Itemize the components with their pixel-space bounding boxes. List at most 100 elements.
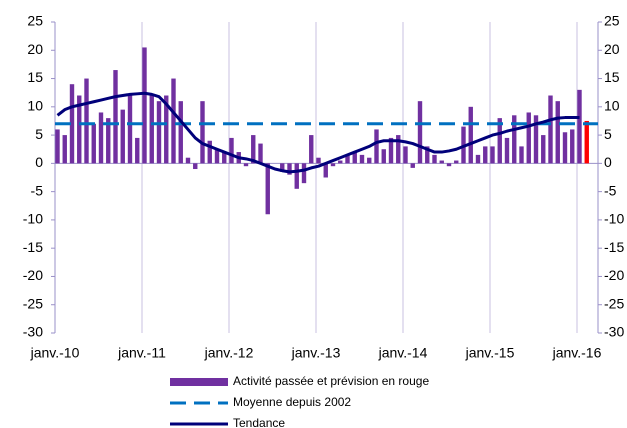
- bar: [446, 163, 452, 167]
- bar: [374, 129, 379, 164]
- y-tick-label: 25: [27, 13, 43, 29]
- bar: [359, 154, 365, 164]
- y-tick-label: -10: [23, 211, 43, 227]
- bar: [120, 109, 125, 164]
- bar: [519, 146, 524, 164]
- y2-tick-label: -30: [604, 324, 624, 340]
- bar: [330, 163, 336, 167]
- bar: [562, 132, 568, 164]
- y2-tick-label: -15: [604, 239, 624, 255]
- bar: [113, 70, 118, 164]
- bar: [214, 149, 220, 164]
- bar: [425, 146, 430, 164]
- bar: [533, 115, 539, 164]
- bar: [207, 140, 212, 164]
- x-tick-label: janv.-10: [30, 345, 80, 361]
- bar: [127, 95, 133, 164]
- bar: [439, 160, 444, 164]
- bar: [222, 152, 227, 164]
- bar: [243, 163, 249, 167]
- bar: [77, 95, 82, 164]
- x-tick-label: janv.-16: [552, 345, 602, 361]
- bar: [164, 95, 169, 164]
- bar: [338, 160, 343, 164]
- trend-line: [56, 91, 580, 174]
- y-tick-label: -5: [31, 182, 44, 198]
- y2-tick-label: 20: [604, 41, 620, 57]
- bar: [367, 157, 372, 164]
- x-tick-label: janv.-14: [378, 345, 428, 361]
- bar: [468, 106, 473, 164]
- bar: [91, 123, 96, 164]
- legend-label: Tendance: [233, 416, 285, 428]
- bar: [512, 115, 517, 164]
- y2-tick-label: -10: [604, 211, 624, 227]
- y-tick-label: -30: [23, 324, 43, 340]
- bar: [142, 47, 147, 164]
- bar: [548, 95, 553, 164]
- bar: [193, 163, 198, 170]
- bar: [345, 154, 350, 164]
- bar: [62, 135, 67, 164]
- y-tick-label: 0: [35, 154, 43, 170]
- y2-tick-label: -5: [604, 182, 617, 198]
- x-tick-label: janv.-13: [291, 345, 341, 361]
- bar: [149, 95, 154, 164]
- bar: [410, 163, 415, 168]
- legend-label: Activité passée et prévision en rouge: [233, 374, 429, 388]
- bar: [403, 146, 408, 164]
- bar: [84, 78, 89, 164]
- bar: [454, 160, 459, 164]
- bar: [251, 135, 256, 164]
- legend-swatch: [170, 378, 228, 386]
- y2-tick-label: -25: [604, 295, 624, 311]
- bar: [301, 163, 307, 184]
- y-tick-label: 5: [35, 126, 43, 142]
- bar: [381, 149, 386, 164]
- bar: [98, 112, 104, 164]
- bar: [280, 163, 285, 172]
- bar: [483, 146, 488, 164]
- bar: [265, 163, 270, 215]
- bar: [135, 137, 140, 164]
- bar: [156, 101, 162, 164]
- y-tick-label: 20: [27, 41, 43, 57]
- bar: [417, 101, 423, 164]
- bar: [171, 78, 176, 164]
- y2-tick-label: 5: [604, 126, 612, 142]
- bar: [352, 152, 357, 164]
- bar: [396, 135, 401, 164]
- bar: [229, 137, 234, 164]
- bar: [178, 101, 183, 164]
- bar: [309, 135, 314, 164]
- bar: [185, 157, 191, 164]
- bar: [584, 120, 589, 164]
- bar: [55, 129, 60, 164]
- x-tick-label: janv.-15: [465, 345, 515, 361]
- bar: [475, 154, 481, 164]
- bar: [504, 137, 510, 164]
- bar: [577, 89, 582, 164]
- bar: [106, 118, 111, 164]
- bar: [490, 146, 495, 164]
- bar: [388, 137, 394, 164]
- x-tick-label: janv.-12: [204, 345, 254, 361]
- bar: [541, 135, 546, 164]
- bar: [555, 101, 560, 164]
- y2-tick-label: -20: [604, 267, 624, 283]
- bar: [287, 163, 292, 175]
- bar: [497, 118, 502, 164]
- y-tick-label: -20: [23, 267, 43, 283]
- bar: [258, 143, 263, 164]
- y-tick-label: 15: [27, 69, 43, 85]
- x-tick-label: janv.-11: [117, 345, 166, 361]
- y2-tick-label: 15: [604, 69, 620, 85]
- bar: [69, 84, 75, 164]
- bar: [432, 154, 437, 164]
- y2-tick-label: 25: [604, 13, 620, 29]
- y2-tick-label: 0: [604, 154, 612, 170]
- legend-label: Moyenne depuis 2002: [233, 395, 351, 409]
- y-tick-label: 10: [27, 98, 43, 114]
- y-tick-label: -15: [23, 239, 43, 255]
